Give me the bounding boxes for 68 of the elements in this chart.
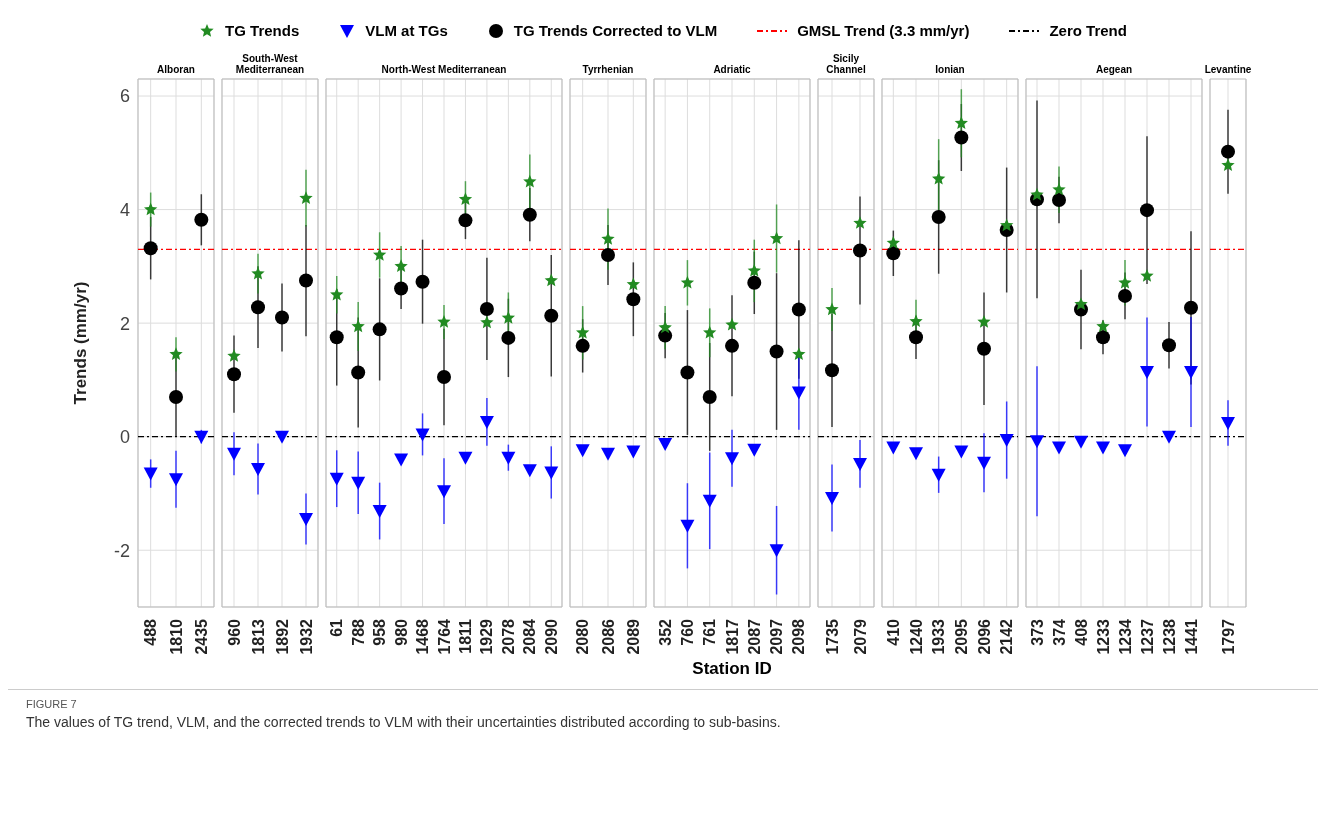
x-tick-label: 2087 [745, 618, 763, 655]
x-tick-label: 2097 [768, 618, 786, 655]
x-tick-label: 2079 [851, 618, 869, 655]
legend-label: VLM at TGs [365, 22, 448, 39]
x-tick-label: 1929 [478, 618, 496, 655]
chart-title: Tyrrhenian [581, 63, 635, 75]
x-tick-label: 1932 [297, 618, 315, 655]
x-tick-label: 1813 [249, 618, 267, 655]
x-tick-label: 352 [656, 618, 674, 646]
x-tick-label: 2080 [574, 618, 592, 655]
x-tick-label: 1234 [1116, 618, 1134, 655]
text: The values of TG trend, VLM, and the corrected trends to VLM with their uncertainties distributed according to sub-basins. [26, 714, 782, 730]
chart-title: North-West Mediterranean [380, 63, 508, 75]
x-tick-label: 2084 [521, 618, 539, 655]
chart-title: Aegean [1094, 63, 1134, 75]
legend-label: Zero Trend [1049, 22, 1127, 39]
chart-title: Levantine [1204, 63, 1252, 75]
x-tick-label: 958 [371, 618, 389, 646]
x-tick-label: 2095 [952, 618, 970, 655]
x-tick-label: 374 [1050, 618, 1068, 646]
y-tick-label: 4 [119, 199, 130, 220]
x-tick-label: 1933 [930, 618, 948, 655]
x-tick-label: 1240 [907, 618, 925, 655]
x-tick-label: 373 [1028, 618, 1046, 646]
x-tick-label: 1810 [167, 618, 185, 655]
x-tick-label: 2098 [790, 618, 808, 655]
y-tick-label: 0 [119, 427, 130, 448]
chart-title: Adriatic [712, 63, 752, 75]
x-tick-label: 2090 [542, 618, 560, 655]
x-tick-label: 2078 [499, 618, 517, 655]
y-tick-label: 2 [119, 313, 130, 334]
x-tick-label: 488 [142, 618, 160, 646]
x-tick-label: 1468 [414, 618, 432, 655]
x-tick-label: 2435 [192, 618, 210, 655]
x-tick-label: 760 [678, 618, 696, 646]
x-tick-label: 960 [225, 618, 243, 646]
x-tick-label: 1233 [1094, 618, 1112, 655]
x-tick-label: 1735 [823, 618, 841, 655]
caption: FIGURE 7 [26, 698, 78, 710]
x-tick-label: 2142 [998, 618, 1016, 655]
x-tick-label: 410 [884, 618, 902, 646]
x-tick-label: 788 [349, 618, 367, 646]
x-tick-label: 1811 [456, 618, 474, 654]
legend-label: GMSL Trend (3.3 mm/yr) [797, 22, 970, 39]
x-tick-label: 2089 [624, 618, 642, 655]
chart-title: Sicily Channel [825, 52, 867, 75]
x-tick-label: 2096 [975, 618, 993, 655]
x-tick-label: 61 [328, 618, 346, 637]
x-tick-label: 761 [701, 618, 719, 646]
x-tick-label: 1441 [1182, 618, 1200, 655]
x-tick-label: 408 [1072, 618, 1090, 646]
x-tick-label: 1892 [273, 618, 291, 655]
x-axis-title: Station ID [691, 659, 773, 679]
x-tick-label: 1238 [1160, 618, 1178, 655]
y-axis-title: Trends (mm/yr) [71, 281, 91, 405]
chart-title: Alboran [156, 63, 196, 75]
x-tick-label: 1237 [1138, 618, 1156, 655]
x-tick-label: 2086 [599, 618, 617, 655]
x-tick-label: 1764 [435, 618, 453, 655]
x-tick-label: 1797 [1219, 618, 1237, 655]
y-tick-label: -2 [113, 540, 130, 561]
x-tick-label: 980 [392, 618, 410, 646]
legend-label: TG Trends [225, 22, 300, 39]
y-tick-label: 6 [119, 86, 130, 107]
chart-title: South-West Mediterranean [234, 52, 306, 75]
legend-label: TG Trends Corrected to VLM [513, 22, 718, 39]
x-tick-label: 1817 [723, 618, 741, 655]
chart-title: Ionian [934, 63, 966, 75]
